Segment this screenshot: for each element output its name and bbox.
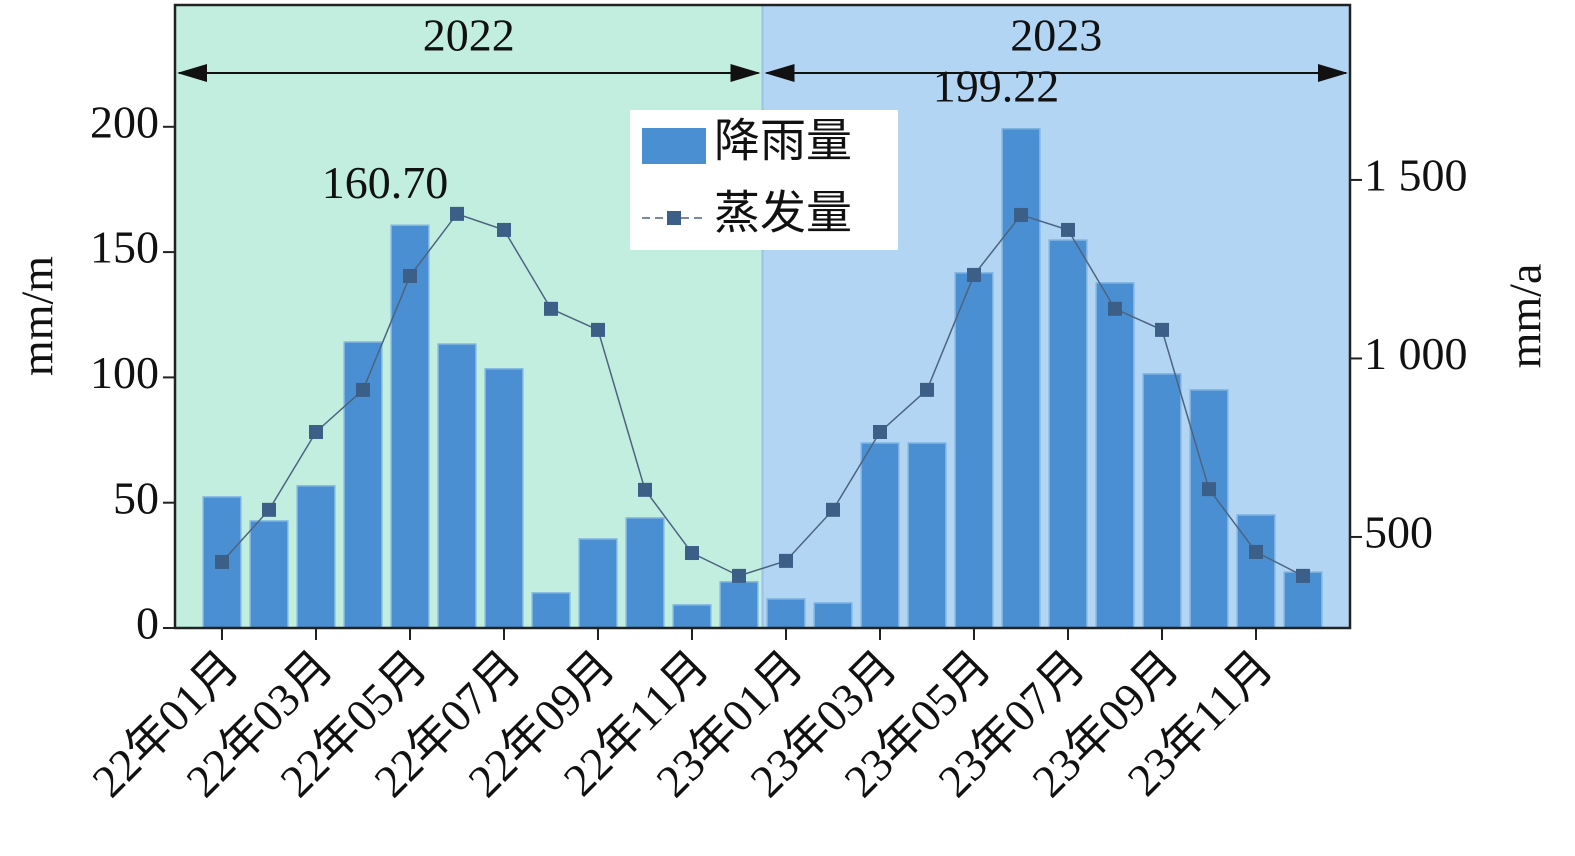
bar bbox=[1001, 127, 1041, 629]
bar bbox=[1095, 282, 1135, 629]
marker bbox=[685, 546, 699, 561]
marker bbox=[1108, 301, 1122, 316]
marker bbox=[450, 206, 464, 221]
marker bbox=[1061, 222, 1075, 237]
marker bbox=[826, 502, 840, 517]
plot-frame bbox=[173, 3, 1352, 630]
y-tick-label: 50 bbox=[113, 472, 159, 523]
marker bbox=[497, 222, 511, 237]
bar bbox=[813, 602, 853, 629]
bar bbox=[437, 343, 477, 629]
y-tick-label: 200 bbox=[90, 96, 159, 147]
marker bbox=[591, 322, 605, 337]
bar bbox=[766, 598, 806, 629]
marker bbox=[403, 268, 417, 283]
y-tick-label: 100 bbox=[90, 347, 159, 398]
bar bbox=[296, 485, 336, 629]
marker bbox=[215, 554, 229, 569]
y2-tick-label: 500 bbox=[1364, 507, 1433, 558]
y-axis-label: mm/m bbox=[12, 256, 63, 376]
bar bbox=[249, 520, 289, 629]
bar bbox=[719, 581, 759, 629]
bar bbox=[672, 604, 712, 629]
marker bbox=[1296, 568, 1310, 583]
bar bbox=[390, 224, 430, 629]
legend-marker bbox=[667, 211, 681, 225]
line bbox=[221, 212, 1304, 577]
bar bbox=[531, 592, 571, 629]
bar bbox=[1048, 239, 1088, 629]
period-label: 2023 bbox=[1010, 10, 1102, 61]
period-label: 2022 bbox=[423, 10, 515, 61]
marker bbox=[732, 568, 746, 583]
marker bbox=[1202, 482, 1216, 497]
marker bbox=[309, 424, 323, 439]
legend-swatch bbox=[642, 128, 706, 164]
bar bbox=[860, 442, 900, 629]
marker bbox=[873, 424, 887, 439]
marker bbox=[967, 267, 981, 282]
y-tick-label: 150 bbox=[90, 222, 159, 273]
bar bbox=[907, 442, 947, 629]
legend-label: 降雨量 bbox=[714, 116, 852, 167]
marker bbox=[262, 502, 276, 517]
y-tick-label: 0 bbox=[136, 598, 159, 649]
y2-tick-label: 1 000 bbox=[1364, 328, 1468, 379]
marker bbox=[544, 301, 558, 316]
bar bbox=[1236, 514, 1276, 629]
marker bbox=[1155, 322, 1169, 337]
bar bbox=[954, 272, 994, 629]
bar bbox=[625, 517, 665, 629]
marker bbox=[1014, 207, 1028, 222]
marker bbox=[920, 382, 934, 397]
y2-axis-label: mm/a bbox=[1500, 264, 1551, 369]
marker bbox=[779, 553, 793, 568]
arrow-head bbox=[730, 64, 761, 82]
bar bbox=[1142, 373, 1182, 629]
value-label: 160.70 bbox=[322, 157, 449, 208]
y2-tick-label: 1 500 bbox=[1364, 150, 1468, 201]
arrow-head bbox=[1318, 64, 1348, 82]
legend-label: 蒸发量 bbox=[714, 188, 852, 239]
arrow-head bbox=[177, 64, 207, 82]
marker bbox=[1249, 544, 1263, 559]
marker bbox=[356, 382, 370, 397]
marker bbox=[638, 482, 652, 497]
bar bbox=[484, 368, 524, 629]
value-label: 199.22 bbox=[933, 60, 1060, 111]
bar bbox=[578, 538, 618, 629]
bar bbox=[1189, 389, 1229, 629]
arrow-head bbox=[764, 64, 795, 82]
